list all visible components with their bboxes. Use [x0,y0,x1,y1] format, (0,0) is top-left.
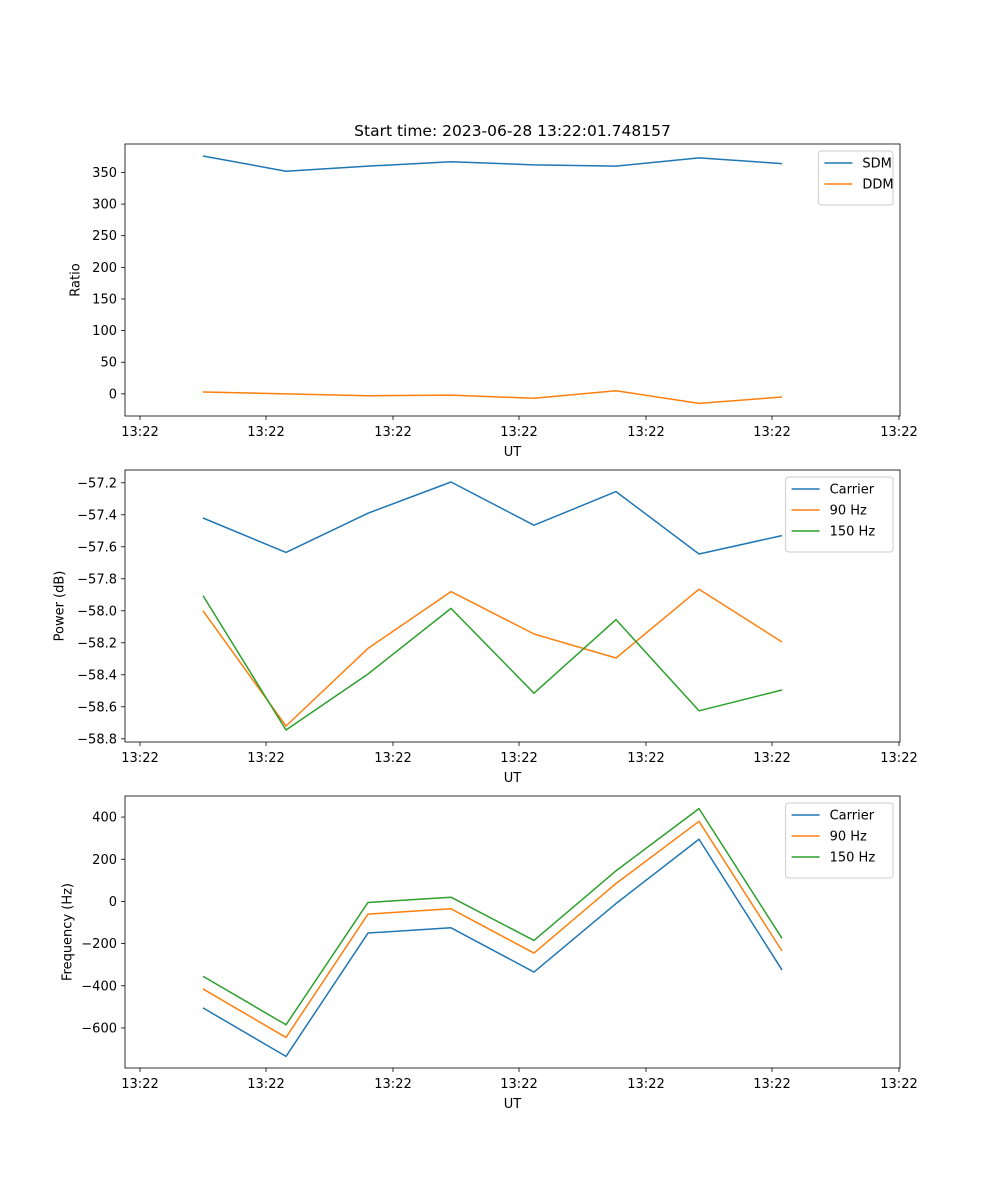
y-tick-label: 350 [92,166,117,181]
series-line-carrier [202,838,783,1058]
y-tick-label: 200 [92,853,117,868]
y-tick-label: 300 [92,198,117,213]
legend-box [785,476,894,553]
legend-label: SDM [862,157,891,172]
legend-box [817,150,894,206]
legend-label: 90 Hz [830,504,867,519]
x-tick-label: 13:22 [500,425,537,440]
y-tick-label: −200 [81,937,117,952]
x-tick-label: 13:22 [247,1077,284,1092]
x-tick-label: 13:22 [374,751,411,766]
x-tick-label: 13:22 [753,1077,790,1092]
y-tick-label: −600 [81,1021,117,1036]
chart-panel-1: 13:22 13:22 13:22 13:22 13:22 13:22 13:22 UT 0 50… [68,122,917,460]
x-tick-label: 13:22 [753,425,790,440]
legend: Carrier 90 Hz 150 Hz [785,802,894,879]
legend-box [785,802,894,879]
legend: SDM DDM [817,150,894,206]
x-tick-label: 13:22 [500,751,537,766]
x-tick-label: 13:22 [880,425,917,440]
axes-frame [124,469,901,743]
series-line-150-hz [202,595,783,731]
y-tick-label: 200 [92,261,117,276]
y-tick-label: 0 [109,895,117,910]
y-tick-label: −57.2 [77,476,117,491]
x-tick-label: 13:22 [121,1077,158,1092]
y-axis-label: Ratio [68,263,83,296]
y-tick-label: −57.6 [77,540,117,555]
series-line-90-hz [202,588,783,727]
x-axis-label: UT [504,1097,522,1112]
y-axis-label: Frequency (Hz) [60,883,75,981]
x-tick-label: 13:22 [880,751,917,766]
legend-label: Carrier [830,483,875,498]
y-axis-label: Power (dB) [53,571,68,642]
x-axis-label: UT [504,771,522,786]
y-tick-label: 150 [92,292,117,307]
chart-title: Start time: 2023-06-28 13:22:01.748157 [354,122,671,140]
y-tick-label: −58.0 [77,604,117,619]
x-axis-label: UT [504,445,522,460]
x-tick-label: 13:22 [627,1077,664,1092]
x-tick-label: 13:22 [627,751,664,766]
legend-label: 150 Hz [830,851,876,866]
y-tick-label: −58.4 [77,668,117,683]
series-line-carrier [202,481,783,555]
x-tick-label: 13:22 [121,425,158,440]
legend: Carrier 90 Hz 150 Hz [785,476,894,553]
legend-label: 90 Hz [830,830,867,845]
x-tick-label: 13:22 [627,425,664,440]
x-tick-label: 13:22 [247,751,284,766]
x-tick-label: 13:22 [121,751,158,766]
y-tick-label: 100 [92,324,117,339]
legend-label: DDM [862,178,893,193]
x-tick-label: 13:22 [374,1077,411,1092]
axes-frame [124,795,901,1069]
y-tick-label: −57.4 [77,508,117,523]
y-tick-label: −58.8 [77,732,117,747]
x-tick-label: 13:22 [753,751,790,766]
legend-label: Carrier [830,809,875,824]
y-tick-label: 0 [109,387,117,402]
y-tick-label: −58.6 [77,700,117,715]
series-line-sdm [202,155,783,172]
legend-label: 150 Hz [830,525,876,540]
y-tick-label: −400 [81,979,117,994]
series-line-150-hz [202,807,783,1026]
chart-panel-2: 13:22 13:22 13:22 13:22 13:22 13:22 13:22 UT −58… [53,469,918,786]
x-tick-label: 13:22 [374,425,411,440]
chart-panel-3: 13:22 13:22 13:22 13:22 13:22 13:22 13:22 UT −60… [60,795,918,1112]
y-tick-label: 250 [92,229,117,244]
y-tick-label: 400 [92,811,117,826]
y-tick-label: −57.8 [77,572,117,587]
series-line-90-hz [202,820,783,1039]
x-tick-label: 13:22 [880,1077,917,1092]
x-tick-label: 13:22 [500,1077,537,1092]
y-tick-label: 50 [100,356,117,371]
series-line-ddm [202,389,783,405]
x-tick-label: 13:22 [247,425,284,440]
axes-frame [124,143,901,417]
y-tick-label: −58.2 [77,636,117,651]
